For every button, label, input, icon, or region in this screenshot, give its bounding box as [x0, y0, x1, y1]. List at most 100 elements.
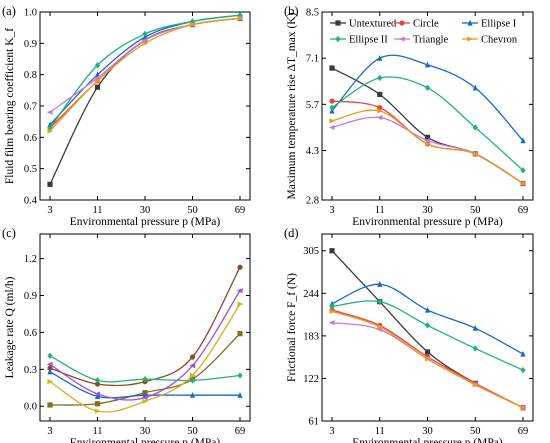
- data-point: [424, 141, 431, 147]
- data-point: [424, 322, 431, 329]
- y-axis-label: Leakage rate Q (ml/h): [4, 276, 16, 378]
- x-tick-label: 3: [47, 426, 52, 437]
- data-point: [424, 134, 431, 140]
- data-point: [376, 114, 383, 121]
- series-line: [331, 116, 524, 185]
- data-point: [377, 298, 383, 305]
- y-tick-label: 305: [303, 246, 319, 257]
- data-point: [472, 382, 479, 388]
- data-point: [237, 331, 243, 337]
- panel-label: (c): [2, 226, 16, 240]
- data-point: [189, 377, 196, 384]
- y-tick-label: 1.2: [24, 254, 37, 265]
- x-tick-label: 50: [187, 426, 198, 437]
- data-point: [94, 393, 101, 399]
- x-tick-label: 3: [329, 426, 334, 437]
- data-point: [424, 349, 431, 355]
- y-tick-label: 0.9: [24, 39, 37, 50]
- legend-label: Ellipse I: [481, 19, 517, 30]
- data-point: [94, 401, 101, 407]
- y-tick-label: 2.8: [306, 196, 319, 207]
- data-point: [46, 361, 53, 368]
- data-point: [424, 356, 431, 362]
- data-point: [236, 287, 243, 294]
- legend-marker: [467, 36, 474, 42]
- y-axis-label: Maximum temperature rise ΔT_max (K): [286, 12, 298, 199]
- x-tick-label: 11: [92, 205, 102, 216]
- data-point: [377, 108, 383, 114]
- data-point: [47, 402, 53, 408]
- x-axis-label: Environmental pressure p (MPa): [70, 216, 221, 228]
- data-point: [472, 124, 478, 131]
- y-tick-label: 122: [303, 374, 319, 385]
- x-tick-label: 69: [518, 426, 529, 437]
- x-axis-label: Environmental pressure p (MPa): [352, 437, 503, 443]
- data-point: [189, 21, 196, 28]
- data-point: [329, 303, 335, 310]
- x-tick-label: 30: [422, 205, 433, 216]
- y-tick-label: 0.4: [24, 196, 38, 207]
- data-point: [376, 326, 383, 333]
- legend-marker: [398, 36, 405, 42]
- data-point: [472, 151, 479, 157]
- data-point: [237, 15, 244, 21]
- data-point: [377, 74, 383, 82]
- y-tick-label: 0.7: [24, 102, 37, 113]
- y-tick-label: 0.6: [24, 328, 37, 339]
- y-tick-label: 0.0: [24, 402, 37, 413]
- data-point: [47, 365, 53, 371]
- x-tick-label: 3: [329, 205, 334, 216]
- data-point: [237, 264, 243, 270]
- y-tick-label: 0.3: [24, 365, 37, 376]
- data-point: [141, 395, 148, 401]
- x-tick-label: 50: [187, 205, 198, 216]
- data-point: [424, 306, 431, 313]
- y-axis-label: Fluid film bearing coefficient K_f: [4, 28, 16, 184]
- data-point: [237, 391, 243, 398]
- y-tick-label: 8.5: [306, 8, 319, 19]
- y-tick-label: 0.9: [24, 291, 37, 302]
- data-point: [47, 181, 53, 187]
- data-point: [94, 84, 101, 90]
- data-point: [47, 128, 54, 134]
- data-point: [142, 30, 148, 38]
- x-tick-label: 30: [422, 426, 433, 437]
- legend-marker: [467, 19, 473, 26]
- data-point: [377, 54, 383, 61]
- data-point: [472, 84, 478, 91]
- data-point: [520, 405, 527, 411]
- data-point: [142, 398, 149, 404]
- data-point: [47, 368, 53, 375]
- data-point: [328, 320, 335, 326]
- legend-label: Untextured: [349, 19, 397, 30]
- series-line: [331, 250, 524, 409]
- x-axis-label: Environmental pressure p (MPa): [70, 437, 221, 443]
- data-point: [520, 366, 526, 374]
- data-point: [142, 40, 149, 46]
- x-tick-label: 50: [470, 205, 481, 216]
- x-tick-label: 50: [470, 426, 481, 437]
- data-point: [189, 354, 196, 360]
- data-point: [142, 375, 148, 383]
- legend-label: Chevron: [481, 35, 518, 46]
- data-point: [189, 363, 196, 369]
- panel-label: (d): [284, 226, 299, 240]
- data-point: [94, 377, 101, 384]
- data-point: [328, 124, 335, 131]
- data-point: [329, 98, 335, 104]
- data-point: [189, 391, 196, 398]
- panel-a: 0.4 0.5 0.6 0.7 0.8 0.9 1.0 3 11 30 50 69 Environmen…: [2, 4, 251, 228]
- data-point: [237, 372, 243, 379]
- data-point: [377, 281, 383, 287]
- data-point: [94, 78, 101, 84]
- y-tick-label: 0.8: [24, 70, 37, 81]
- legend-label: Circle: [413, 19, 439, 30]
- data-point: [94, 391, 101, 397]
- data-point: [520, 167, 526, 174]
- panel-label: (a): [2, 4, 16, 18]
- data-point: [94, 62, 101, 69]
- data-point: [424, 61, 431, 68]
- legend-label: Ellipse II: [349, 35, 388, 46]
- x-tick-label: 11: [92, 426, 102, 437]
